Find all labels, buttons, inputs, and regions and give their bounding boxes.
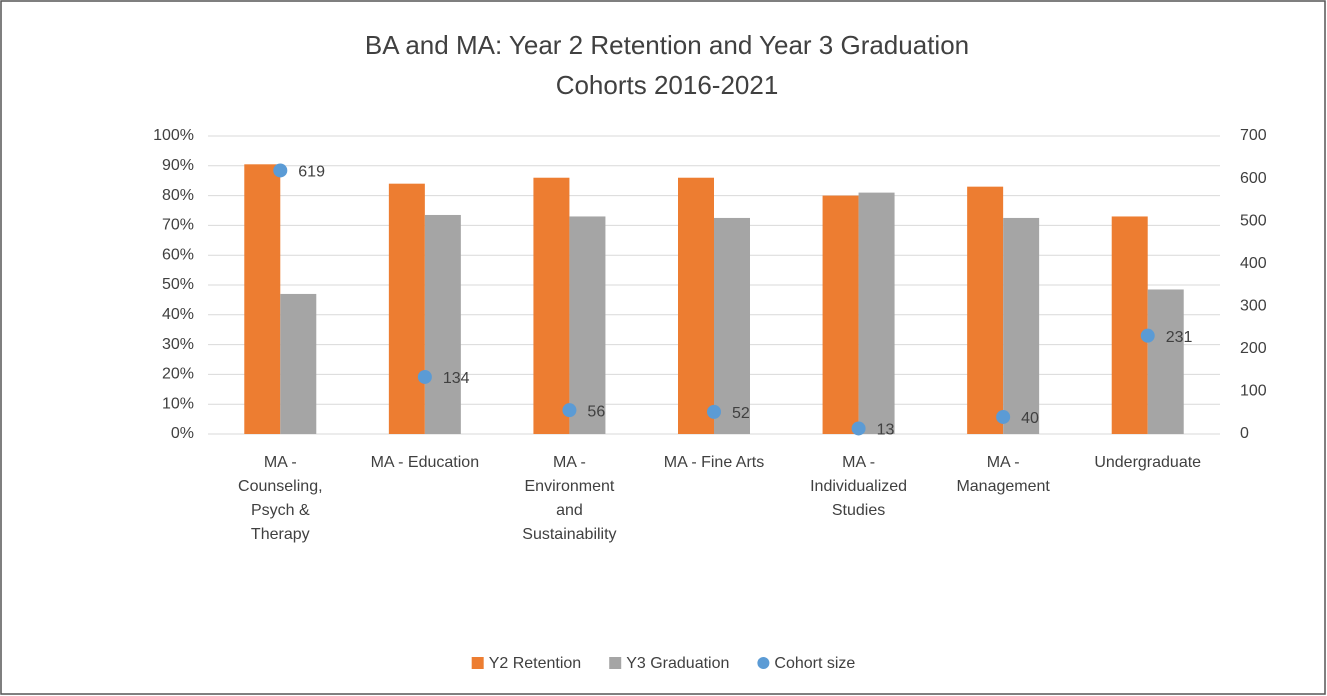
- bar: [822, 195, 859, 434]
- y-tick-label: 90%: [162, 157, 194, 174]
- x-tick-label: MA -Counseling, Psych & Therapy: [238, 454, 323, 543]
- y-tick-label: 100%: [153, 127, 194, 144]
- legend-marker: [609, 657, 622, 669]
- data-label: 56: [587, 403, 605, 420]
- bar: [858, 192, 895, 434]
- legend-marker: [757, 657, 770, 669]
- y-tick-label: 60%: [162, 246, 194, 263]
- scatter-point: [273, 163, 288, 178]
- x-tick-label: Undergraduate: [1094, 454, 1201, 471]
- x-tick-label: MA - Fine Arts: [664, 454, 764, 471]
- bar: [569, 216, 606, 434]
- y2-tick-label: 700: [1240, 127, 1267, 144]
- y-tick-label: 40%: [162, 306, 194, 323]
- bar: [1003, 217, 1040, 434]
- legend-label: Y2 Retention: [489, 655, 582, 672]
- bar: [678, 177, 714, 434]
- chart-title: BA and MA: Year 2 Retention and Year 3 G…: [365, 30, 969, 60]
- bar: [714, 217, 750, 434]
- bar: [424, 214, 461, 434]
- bar: [533, 177, 570, 434]
- scatter-point: [1140, 328, 1155, 343]
- x-tick-label: MA -Environment and Sustainability: [522, 454, 616, 543]
- data-label: 52: [732, 405, 750, 422]
- legend-label: Y3 Graduation: [626, 655, 729, 672]
- y-tick-label: 50%: [162, 276, 194, 293]
- legend: Y2 Retention Y3 Graduation Cohort size: [471, 655, 855, 672]
- y2-tick-label: 600: [1240, 170, 1267, 187]
- y2-tick-label: 500: [1240, 212, 1267, 229]
- bar: [1111, 216, 1148, 434]
- scatter-point: [417, 369, 432, 384]
- data-label: 13: [877, 422, 895, 439]
- scatter-point: [562, 403, 577, 418]
- y-tick-label: 10%: [162, 395, 194, 412]
- y2-tick-label: 200: [1240, 340, 1267, 357]
- data-label: 231: [1166, 329, 1193, 346]
- bar: [1147, 289, 1184, 434]
- y-tick-label: 20%: [162, 366, 194, 383]
- scatter-point: [707, 404, 721, 419]
- data-label: 619: [298, 164, 325, 181]
- y-tick-label: 30%: [162, 336, 194, 353]
- y2-tick-label: 400: [1240, 255, 1267, 272]
- y-tick-label: 80%: [162, 187, 194, 204]
- x-tick-label: MA - Education: [371, 454, 480, 471]
- y-tick-label: 0%: [171, 425, 194, 442]
- chart-title: Cohorts 2016-2021: [556, 70, 779, 100]
- y2-tick-label: 0: [1240, 425, 1249, 442]
- bar: [967, 186, 1004, 434]
- bar: [388, 183, 425, 434]
- y2-tick-label: 100: [1240, 383, 1267, 400]
- bar: [280, 293, 317, 434]
- data-label: 40: [1021, 410, 1039, 427]
- y-tick-label: 70%: [162, 217, 194, 234]
- legend-label: Cohort size: [774, 655, 855, 672]
- x-tick-label: MA -Management: [956, 454, 1050, 495]
- scatter-point: [851, 421, 866, 436]
- x-tick-label: MA -Individualized Studies: [810, 454, 907, 519]
- legend-marker: [471, 657, 484, 669]
- data-label: 134: [443, 370, 470, 387]
- scatter-point: [996, 409, 1011, 424]
- bar: [244, 164, 281, 434]
- y2-tick-label: 300: [1240, 298, 1267, 315]
